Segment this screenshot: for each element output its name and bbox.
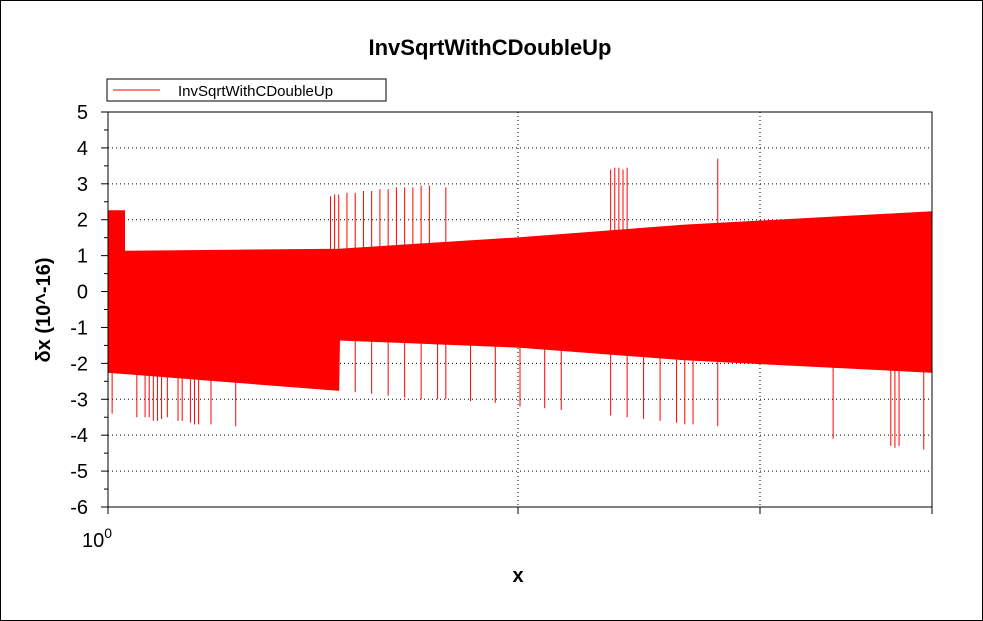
x-tick-label: 100	[82, 525, 112, 552]
legend-label: InvSqrtWithCDoubleUp	[178, 83, 333, 100]
y-tick-label: 1	[77, 246, 88, 268]
y-tick-label: -3	[70, 389, 88, 411]
y-tick-label: -1	[70, 317, 88, 339]
y-tick-label: 3	[77, 174, 88, 196]
x-axis-ticks	[107, 507, 933, 514]
y-tick-label: -6	[70, 497, 88, 519]
legend: InvSqrtWithCDoubleUp	[106, 78, 387, 102]
y-tick-label: -4	[70, 425, 88, 447]
y-tick-label: -5	[70, 461, 88, 483]
y-tick-label: 5	[77, 102, 88, 124]
legend-box	[106, 78, 387, 102]
x-axis-label: x	[512, 565, 523, 587]
plot-area: 5 4 3 2 1 0 -1 -2 -3 -4 -5 -6	[70, 102, 933, 519]
chart-title: InvSqrtWithCDoubleUp	[369, 35, 612, 60]
y-tick-label: 0	[77, 282, 88, 304]
y-tick-label: 4	[77, 138, 88, 160]
y-tick-label: -2	[70, 353, 88, 375]
y-axis-label: δx (10^-16)	[33, 258, 55, 363]
y-axis-ticks: 5 4 3 2 1 0 -1 -2 -3 -4 -5 -6	[70, 102, 108, 519]
y-tick-label: 2	[77, 210, 88, 232]
series-layer	[107, 158, 933, 450]
